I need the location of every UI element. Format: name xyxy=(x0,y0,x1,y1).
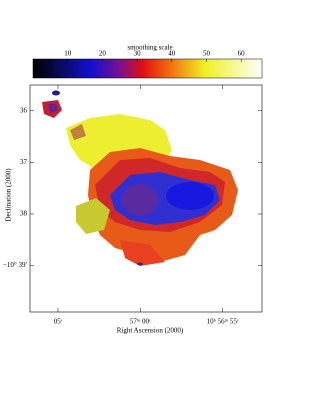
y-tick-label: 38 xyxy=(20,210,28,218)
colorbar xyxy=(32,58,263,79)
y-axis-label: Declination (2000) xyxy=(5,168,13,222)
x-tick-label: 05ˢ xyxy=(54,318,63,326)
map-image xyxy=(42,90,238,266)
colorbar-tick-label: 10 xyxy=(64,50,72,58)
colorbar-label: smoothing scale xyxy=(127,44,172,52)
colorbar-tick-label: 20 xyxy=(99,50,107,58)
x-tick-label: 10ʰ 56ᵐ 55ˢ xyxy=(207,318,239,326)
colorbar-tick-label: 50 xyxy=(203,50,211,58)
x-tick-label: 57ᵐ 00ˢ xyxy=(130,318,151,326)
plot-frame xyxy=(29,84,263,313)
colorbar-tick-label: 60 xyxy=(238,50,246,58)
y-tick-label: 36 xyxy=(20,106,28,114)
y-tick-label: −10° 39′ xyxy=(3,261,27,269)
x-axis-label: Right Ascension (2000) xyxy=(117,327,184,335)
chart: smoothing scale Right Ascension (2000) D… xyxy=(3,44,263,335)
colorbar-tick-label: 40 xyxy=(168,50,176,58)
y-tick-label: 37 xyxy=(20,158,28,166)
colorbar-tick-label: 30 xyxy=(134,50,142,58)
